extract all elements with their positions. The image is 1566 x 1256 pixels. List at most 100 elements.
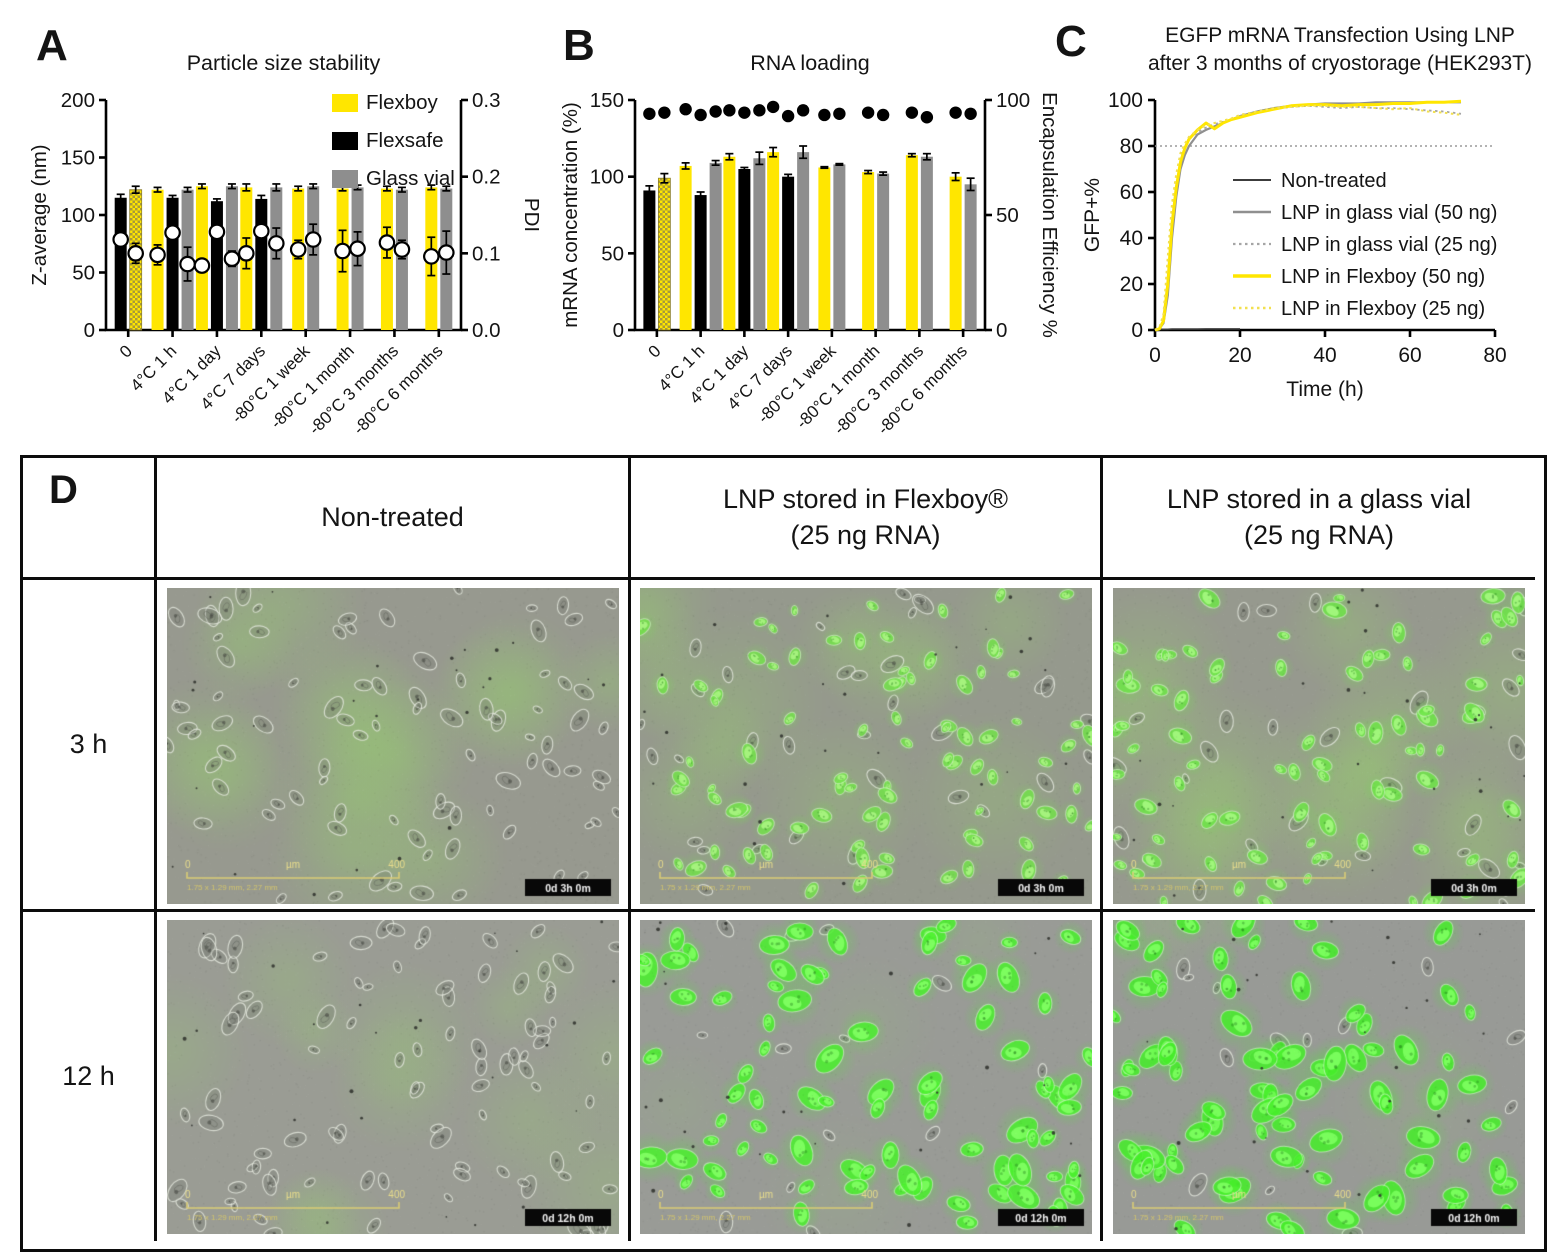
micro-image-glass-vial-3h bbox=[1113, 588, 1525, 904]
ee-marker bbox=[753, 104, 766, 117]
ee-marker bbox=[905, 106, 919, 119]
bar-flexboy bbox=[905, 155, 918, 330]
row-label-3h: 3 h bbox=[23, 580, 157, 912]
y-tick-label: 80 bbox=[1120, 135, 1143, 158]
bar-flexboy bbox=[657, 177, 671, 331]
legend-label: LNP in glass vial (50 ng) bbox=[1281, 202, 1497, 224]
right-tick-label: 0.1 bbox=[472, 242, 501, 265]
legend-label: LNP in glass vial (25 ng) bbox=[1281, 234, 1497, 256]
right-axis-label: Encapsulation Efficiency % bbox=[1038, 92, 1061, 338]
pdi-marker bbox=[223, 250, 241, 267]
pdi-marker bbox=[268, 235, 285, 252]
left-tick-label: 150 bbox=[590, 89, 624, 112]
right-tick-label: 0.3 bbox=[472, 89, 501, 112]
micro-cell bbox=[1103, 580, 1535, 912]
pdi-marker bbox=[438, 244, 455, 261]
pdi-marker bbox=[393, 241, 411, 258]
y-tick-label: 20 bbox=[1120, 273, 1143, 296]
right-tick-label: 0.0 bbox=[472, 319, 501, 342]
pdi-marker bbox=[289, 241, 307, 258]
ee-marker bbox=[861, 106, 875, 119]
bar-glass-vial bbox=[920, 156, 933, 330]
chart-title: RNA loading bbox=[750, 51, 870, 75]
bar-flexboy bbox=[767, 152, 780, 330]
y-tick-label: 100 bbox=[1108, 89, 1143, 112]
micro-image-flexboy-3h bbox=[639, 588, 1092, 904]
micro-cell bbox=[631, 580, 1103, 912]
ee-marker bbox=[796, 104, 810, 117]
legend-label: Flexboy bbox=[366, 91, 439, 114]
legend-label: Glass vial bbox=[366, 167, 455, 190]
pdi-marker bbox=[149, 246, 166, 264]
bar-flexsafe bbox=[643, 190, 656, 330]
micro-cell bbox=[157, 912, 631, 1241]
micro-image-non-treated-3h bbox=[166, 588, 619, 904]
panel-d-letter: D bbox=[23, 458, 157, 580]
y-tick-label: 0 bbox=[1131, 319, 1143, 342]
header-line: Non-treated bbox=[321, 501, 464, 532]
pdi-marker bbox=[193, 257, 211, 274]
bar-flexboy bbox=[818, 167, 831, 330]
bar-flexsafe bbox=[166, 197, 179, 330]
legend-swatch bbox=[332, 132, 358, 150]
bar-glass-vial bbox=[709, 162, 722, 330]
micro-cell bbox=[1103, 912, 1535, 1241]
bar-glass-vial bbox=[753, 158, 766, 330]
bar-flexboy bbox=[723, 156, 736, 330]
column-header-non-treated: Non-treated bbox=[157, 458, 631, 580]
bars-group bbox=[643, 152, 977, 331]
left-axis-label: mRNA concentration (%) bbox=[559, 102, 582, 328]
panel-letter: C bbox=[1055, 17, 1087, 66]
ee-marker bbox=[876, 108, 890, 122]
y-axis-label: GFP+% bbox=[1081, 178, 1104, 252]
panel-d-table: D Non-treated LNP stored in Flexboy® (25… bbox=[20, 455, 1547, 1252]
left-axis-label: Z-average (nm) bbox=[28, 144, 51, 285]
chart-title-line2: after 3 months of cryostorage (HEK293T) bbox=[1148, 52, 1532, 75]
bar-glass-vial bbox=[797, 152, 810, 330]
panel-letter: A bbox=[36, 21, 68, 70]
pdi-marker bbox=[179, 255, 196, 273]
left-tick-label: 0 bbox=[613, 319, 624, 342]
pdi-marker bbox=[208, 223, 226, 241]
right-tick-label: 0 bbox=[996, 319, 1007, 342]
header-line: (25 ng RNA) bbox=[790, 519, 941, 550]
pdi-marker bbox=[423, 248, 440, 265]
series-line-lnp-in-flexboy-25-ng- bbox=[1154, 104, 1462, 331]
right-axis-label: PDI bbox=[520, 198, 543, 232]
x-tick-label: 60 bbox=[1398, 344, 1421, 367]
pdi-marker bbox=[164, 224, 181, 241]
error-bars-group bbox=[645, 145, 975, 199]
legend-label: Non-treated bbox=[1281, 170, 1387, 192]
bar-flexsafe bbox=[210, 201, 223, 330]
ee-marker bbox=[658, 106, 671, 119]
x-tick-label: 80 bbox=[1483, 344, 1506, 367]
bar-flexsafe bbox=[255, 198, 268, 330]
micro-image-non-treated-12h bbox=[166, 920, 619, 1234]
bar-flexboy bbox=[949, 176, 962, 330]
y-tick-label: 60 bbox=[1120, 181, 1143, 204]
right-tick-label: 100 bbox=[996, 89, 1030, 112]
ee-marker bbox=[679, 103, 692, 116]
panel-d-letter-text: D bbox=[49, 468, 78, 512]
bar-glass-vial bbox=[395, 189, 408, 330]
series-group bbox=[1154, 99, 1462, 332]
axes bbox=[1148, 98, 1497, 337]
left-tick-label: 50 bbox=[601, 242, 624, 265]
ee-marker bbox=[723, 104, 736, 117]
pdi-marker bbox=[349, 240, 366, 258]
bar-glass-vial bbox=[964, 184, 977, 330]
ee-marker bbox=[738, 106, 751, 119]
pdi-marker bbox=[127, 245, 144, 262]
ee-marker bbox=[920, 111, 934, 124]
right-tick-label: 50 bbox=[996, 204, 1019, 227]
ee-marker bbox=[694, 108, 707, 122]
panel-a-particle-size-chart: A Particle size stability 0 50 100 150 200 0.0 0… bbox=[28, 21, 543, 438]
row-label-12h: 12 h bbox=[23, 912, 157, 1241]
column-header-glass-vial: LNP stored in a glass vial (25 ng RNA) bbox=[1103, 458, 1535, 580]
legend: Non-treated LNP in glass vial (50 ng) LNP … bbox=[1233, 170, 1497, 320]
bar-flexsafe bbox=[114, 197, 127, 330]
legend: Flexboy Flexsafe Glass vial bbox=[332, 91, 455, 190]
axes bbox=[99, 98, 468, 337]
panel-c-transfection-chart: C EGFP mRNA Transfection Using LNP after 3… bbox=[1055, 17, 1532, 401]
x-category-label: 0 bbox=[116, 341, 136, 361]
